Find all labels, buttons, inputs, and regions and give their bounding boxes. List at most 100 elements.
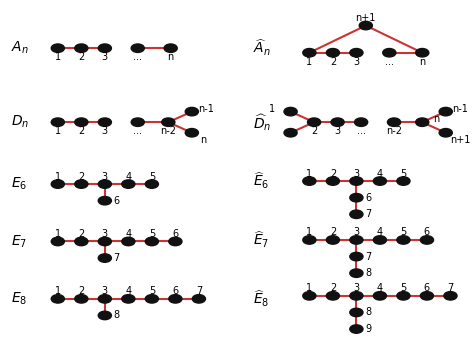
Text: 7: 7 [365, 252, 371, 262]
Circle shape [350, 193, 363, 202]
Text: n+1: n+1 [450, 135, 470, 145]
Circle shape [331, 118, 344, 127]
Text: 6: 6 [114, 196, 119, 206]
Text: 3: 3 [102, 52, 108, 62]
Circle shape [374, 292, 386, 300]
Circle shape [350, 292, 363, 300]
Text: 2: 2 [330, 168, 336, 179]
Text: 6: 6 [424, 227, 430, 237]
Circle shape [355, 118, 368, 127]
Text: 2: 2 [330, 283, 336, 293]
Circle shape [420, 292, 434, 300]
Text: 5: 5 [401, 227, 407, 237]
Circle shape [75, 118, 88, 127]
Circle shape [145, 237, 158, 246]
Text: 1: 1 [306, 168, 312, 179]
Text: 3: 3 [353, 227, 359, 237]
Text: $\widehat{D}_n$: $\widehat{D}_n$ [253, 112, 271, 133]
Text: 4: 4 [125, 286, 131, 296]
Circle shape [75, 237, 88, 246]
Circle shape [326, 236, 339, 244]
Text: ...: ... [133, 52, 142, 62]
Circle shape [98, 254, 111, 262]
Circle shape [51, 118, 64, 127]
Text: 3: 3 [102, 229, 108, 239]
Text: $E_6$: $E_6$ [11, 176, 27, 192]
Text: 2: 2 [78, 52, 84, 62]
Text: 1: 1 [269, 104, 275, 114]
Text: 1: 1 [55, 172, 61, 181]
Circle shape [131, 44, 145, 53]
Text: 5: 5 [401, 168, 407, 179]
Circle shape [98, 237, 111, 246]
Circle shape [350, 308, 363, 317]
Circle shape [51, 44, 64, 53]
Text: 5: 5 [149, 229, 155, 239]
Text: n: n [433, 114, 439, 124]
Text: 3: 3 [102, 172, 108, 181]
Text: 7: 7 [365, 209, 371, 219]
Text: 2: 2 [330, 227, 336, 237]
Circle shape [164, 44, 177, 53]
Text: n+1: n+1 [356, 13, 376, 23]
Circle shape [350, 210, 363, 219]
Text: $\widehat{E}_7$: $\widehat{E}_7$ [253, 230, 269, 250]
Circle shape [387, 118, 401, 127]
Circle shape [98, 180, 111, 188]
Circle shape [397, 177, 410, 185]
Circle shape [303, 48, 316, 57]
Text: 6: 6 [365, 193, 371, 203]
Text: 1: 1 [55, 52, 61, 62]
Circle shape [98, 311, 111, 320]
Text: ...: ... [133, 126, 142, 136]
Text: $\widehat{A}_n$: $\widehat{A}_n$ [253, 38, 271, 58]
Text: 2: 2 [311, 126, 317, 136]
Text: 8: 8 [365, 268, 371, 278]
Circle shape [350, 325, 363, 333]
Circle shape [359, 21, 373, 30]
Text: 3: 3 [102, 286, 108, 296]
Circle shape [350, 48, 363, 57]
Text: n: n [167, 52, 174, 62]
Text: $\widehat{E}_8$: $\widehat{E}_8$ [253, 289, 269, 309]
Circle shape [98, 44, 111, 53]
Text: 7: 7 [447, 283, 454, 293]
Text: 1: 1 [55, 286, 61, 296]
Text: 2: 2 [78, 126, 84, 136]
Circle shape [122, 180, 135, 188]
Text: 3: 3 [353, 57, 359, 67]
Text: 5: 5 [149, 286, 155, 296]
Text: 6: 6 [173, 286, 178, 296]
Circle shape [350, 236, 363, 244]
Circle shape [439, 129, 452, 137]
Circle shape [75, 295, 88, 303]
Text: 3: 3 [353, 168, 359, 179]
Circle shape [284, 129, 297, 137]
Text: 5: 5 [401, 283, 407, 293]
Text: 1: 1 [306, 57, 312, 67]
Circle shape [122, 295, 135, 303]
Text: 4: 4 [125, 172, 131, 181]
Circle shape [374, 177, 386, 185]
Circle shape [169, 237, 182, 246]
Text: 4: 4 [125, 229, 131, 239]
Text: 1: 1 [306, 283, 312, 293]
Circle shape [51, 180, 64, 188]
Text: 7: 7 [113, 253, 120, 263]
Circle shape [326, 48, 339, 57]
Circle shape [98, 295, 111, 303]
Circle shape [416, 118, 429, 127]
Text: 3: 3 [353, 283, 359, 293]
Circle shape [303, 177, 316, 185]
Circle shape [308, 118, 321, 127]
Circle shape [420, 236, 434, 244]
Circle shape [326, 292, 339, 300]
Text: $A_n$: $A_n$ [11, 40, 28, 56]
Circle shape [145, 295, 158, 303]
Text: n: n [419, 57, 425, 67]
Circle shape [51, 295, 64, 303]
Circle shape [98, 118, 111, 127]
Text: 8: 8 [365, 308, 371, 317]
Text: 7: 7 [196, 286, 202, 296]
Circle shape [75, 44, 88, 53]
